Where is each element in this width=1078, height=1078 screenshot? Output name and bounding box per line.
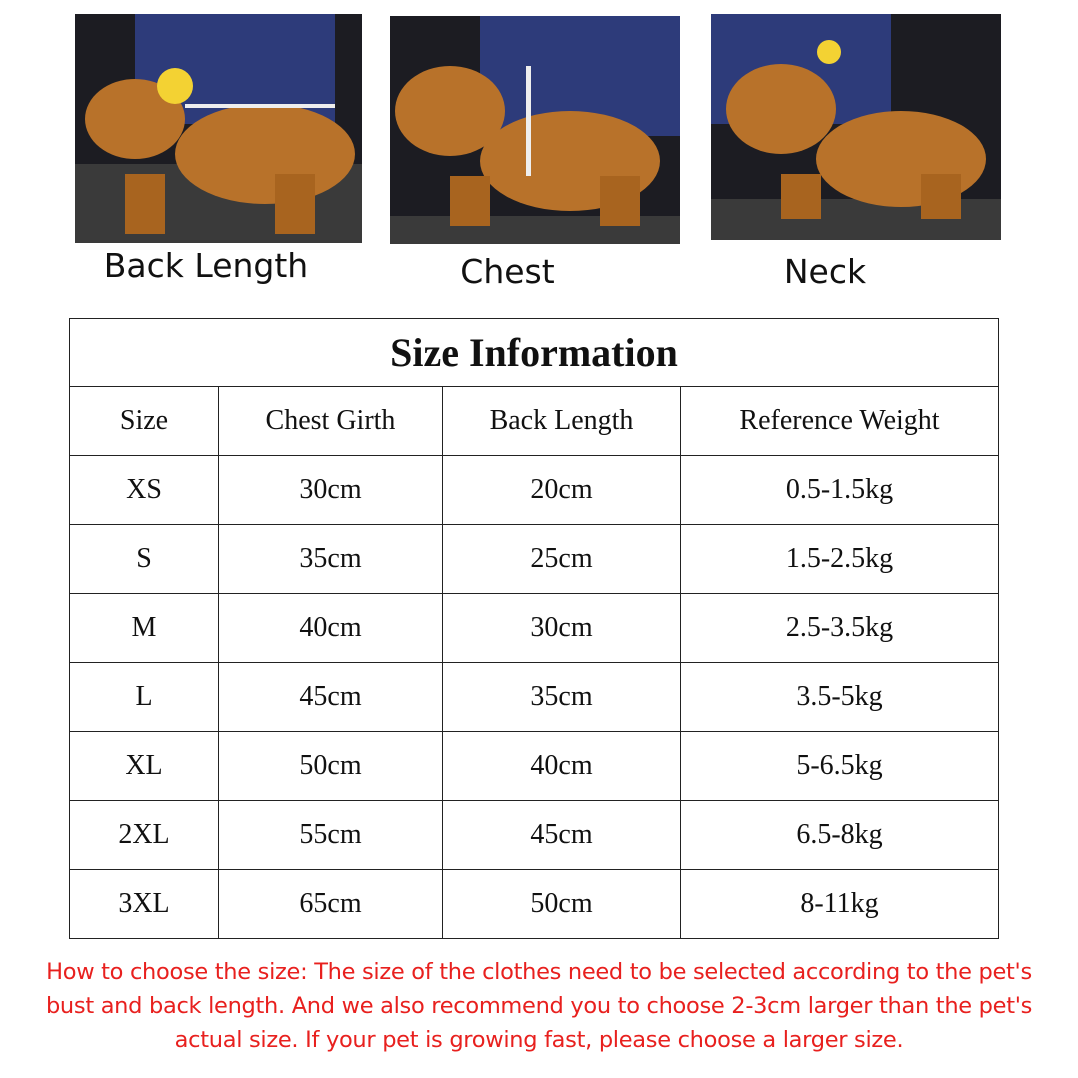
column-header: Size: [69, 386, 219, 456]
table-cell: 5-6.5kg: [680, 731, 999, 801]
table-cell: S: [69, 524, 219, 594]
table-cell: 30cm: [218, 455, 443, 525]
size-table: Size Information Size Chest Girth Back L…: [69, 318, 999, 939]
table-row: 2XL 55cm 45cm 6.5-8kg: [69, 800, 999, 870]
table-row: L 45cm 35cm 3.5-5kg: [69, 662, 999, 732]
table-cell: 8-11kg: [680, 869, 999, 939]
table-cell: 40cm: [442, 731, 681, 801]
table-cell: 45cm: [218, 662, 443, 732]
table-cell: 3.5-5kg: [680, 662, 999, 732]
table-cell: 50cm: [218, 731, 443, 801]
table-cell: 65cm: [218, 869, 443, 939]
table-title: Size Information: [69, 318, 999, 387]
header-row: Size Chest Girth Back Length Reference W…: [69, 386, 999, 456]
photo-label-neck: Neck: [783, 252, 867, 291]
table-cell: 20cm: [442, 455, 681, 525]
column-header: Back Length: [442, 386, 681, 456]
table-cell: 3XL: [69, 869, 219, 939]
table-cell: 40cm: [218, 593, 443, 663]
table-cell: 0.5-1.5kg: [680, 455, 999, 525]
photo-chest: [390, 16, 680, 244]
table-cell: 30cm: [442, 593, 681, 663]
table-cell: 45cm: [442, 800, 681, 870]
table-cell: XL: [69, 731, 219, 801]
table-cell: M: [69, 593, 219, 663]
table-row: XS 30cm 20cm 0.5-1.5kg: [69, 455, 999, 525]
table-row: XL 50cm 40cm 5-6.5kg: [69, 731, 999, 801]
table-cell: L: [69, 662, 219, 732]
table-cell: 55cm: [218, 800, 443, 870]
table-row: M 40cm 30cm 2.5-3.5kg: [69, 593, 999, 663]
table-cell: 1.5-2.5kg: [680, 524, 999, 594]
photo-back-length: [75, 14, 362, 243]
table-cell: 35cm: [442, 662, 681, 732]
table-cell: XS: [69, 455, 219, 525]
column-header: Chest Girth: [218, 386, 443, 456]
photo-label-back-length: Back Length: [103, 246, 309, 285]
size-note: How to choose the size: The size of the …: [45, 959, 1033, 1053]
table-cell: 50cm: [442, 869, 681, 939]
table-cell: 35cm: [218, 524, 443, 594]
photo-label-chest: Chest: [460, 252, 555, 291]
table-cell: 2XL: [69, 800, 219, 870]
column-header: Reference Weight: [680, 386, 999, 456]
table-cell: 6.5-8kg: [680, 800, 999, 870]
table-row: S 35cm 25cm 1.5-2.5kg: [69, 524, 999, 594]
table-cell: 2.5-3.5kg: [680, 593, 999, 663]
photo-neck: [711, 14, 1001, 240]
table-row: 3XL 65cm 50cm 8-11kg: [69, 869, 999, 939]
table-cell: 25cm: [442, 524, 681, 594]
